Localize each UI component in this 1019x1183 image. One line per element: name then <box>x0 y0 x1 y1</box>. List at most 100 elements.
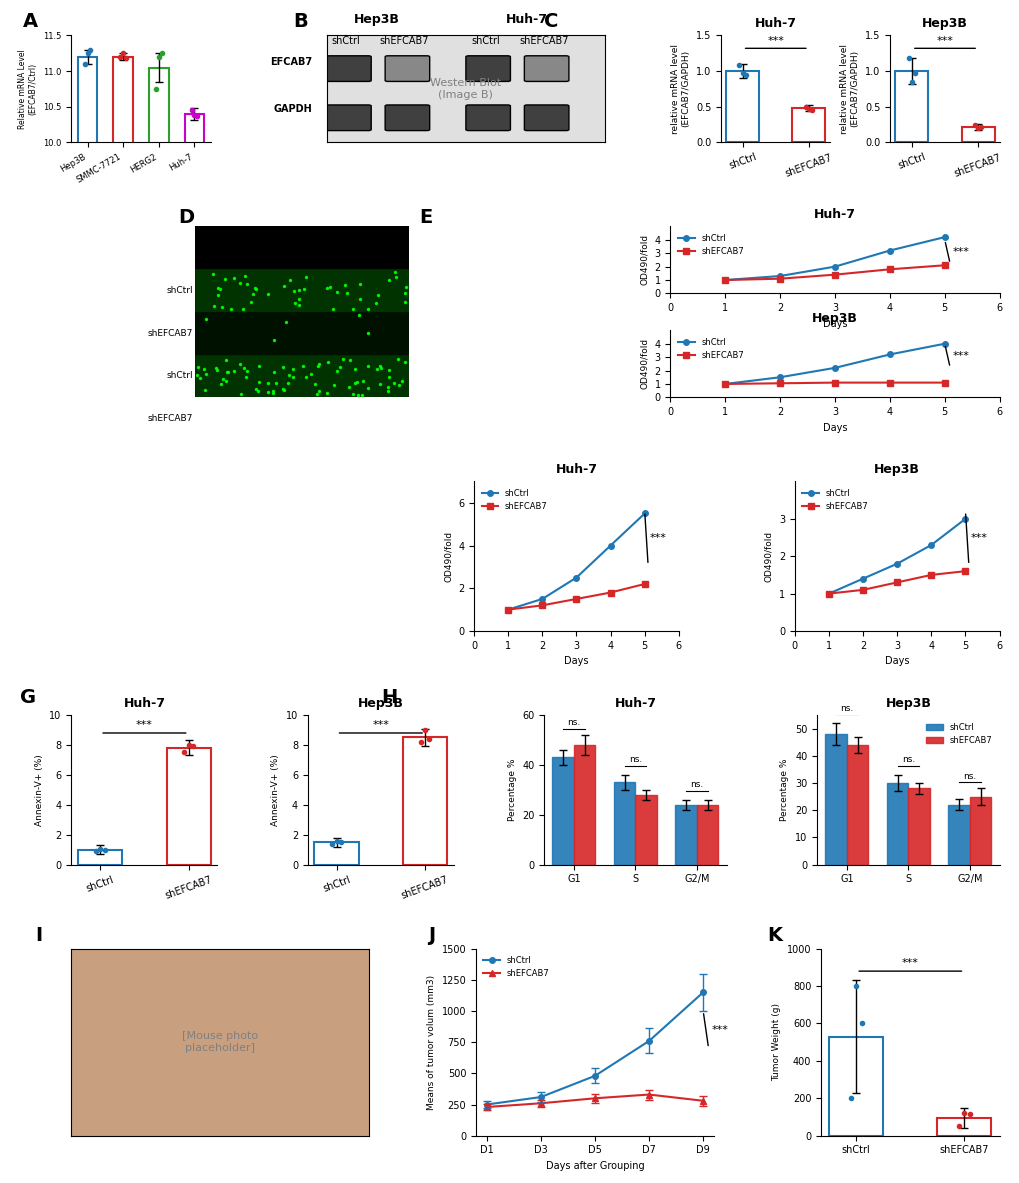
Bar <box>366 312 409 355</box>
Bar <box>824 735 846 865</box>
Point <box>193 369 209 388</box>
Point <box>246 422 262 441</box>
Point <box>298 368 314 387</box>
Bar <box>961 127 994 142</box>
Point <box>198 364 214 383</box>
Text: shEFCAB7: shEFCAB7 <box>519 35 568 46</box>
Title: Huh-7: Huh-7 <box>613 697 656 710</box>
shEFCAB7 <box>856 583 868 597</box>
Text: ***: *** <box>935 37 953 46</box>
shCtrl <box>924 538 936 552</box>
Bar <box>948 804 969 865</box>
shEFCAB7 <box>924 568 936 582</box>
Point <box>396 284 413 303</box>
Point <box>369 285 385 304</box>
Text: shEFCAB7: shEFCAB7 <box>148 329 193 337</box>
Title: Huh-7: Huh-7 <box>813 208 855 221</box>
Y-axis label: Annexin-V+ (%): Annexin-V+ (%) <box>271 754 280 826</box>
Point <box>245 284 261 303</box>
Point <box>354 386 370 405</box>
Point <box>208 358 224 377</box>
Text: ns.: ns. <box>567 718 580 728</box>
Point <box>286 293 303 312</box>
Point <box>191 419 207 438</box>
Legend: shCtrl, shEFCAB7: shCtrl, shEFCAB7 <box>674 231 747 259</box>
Point <box>248 380 264 399</box>
Point <box>215 369 231 388</box>
Point <box>268 374 284 393</box>
Bar <box>166 748 211 865</box>
Bar <box>696 804 717 865</box>
Point <box>201 420 217 439</box>
shEFCAB7 <box>937 258 950 272</box>
Point <box>285 415 302 434</box>
Point <box>351 396 367 415</box>
Text: ns.: ns. <box>901 756 914 764</box>
Text: Day2: Day2 <box>246 228 272 238</box>
FancyBboxPatch shape <box>466 56 510 82</box>
Bar <box>280 312 323 355</box>
Bar <box>280 269 323 312</box>
FancyBboxPatch shape <box>385 105 429 130</box>
shCtrl <box>501 602 514 616</box>
Point <box>260 382 276 401</box>
Text: ***: *** <box>952 247 969 257</box>
Point <box>290 295 307 313</box>
Legend: shCtrl, shEFCAB7: shCtrl, shEFCAB7 <box>674 335 747 363</box>
X-axis label: Days: Days <box>884 657 909 666</box>
Point <box>328 362 344 381</box>
Point <box>344 384 361 403</box>
Text: Day1: Day1 <box>203 228 229 238</box>
Point <box>396 353 413 371</box>
Point <box>237 367 254 386</box>
Legend: shCtrl, shEFCAB7: shCtrl, shEFCAB7 <box>798 485 871 515</box>
Point <box>247 279 263 298</box>
Point <box>346 374 363 393</box>
Point <box>218 371 234 390</box>
FancyBboxPatch shape <box>524 105 569 130</box>
Bar <box>886 783 908 865</box>
Point <box>240 393 257 412</box>
Text: D: D <box>177 208 194 227</box>
Point <box>235 299 252 318</box>
Text: B: B <box>292 12 308 31</box>
shCtrl <box>604 538 616 552</box>
shEFCAB7 <box>604 586 616 600</box>
shCtrl <box>937 230 950 244</box>
Point <box>341 350 358 369</box>
Bar <box>195 355 237 397</box>
Point <box>351 305 367 324</box>
Point <box>193 427 209 446</box>
shCtrl <box>534 1090 546 1104</box>
Point <box>280 366 297 384</box>
Point <box>248 279 264 298</box>
Point <box>372 420 388 439</box>
Text: shCtrl: shCtrl <box>166 286 193 295</box>
Point <box>328 283 344 302</box>
Title: Hep3B: Hep3B <box>873 463 919 476</box>
FancyBboxPatch shape <box>326 56 371 82</box>
Bar <box>314 842 359 865</box>
Y-axis label: relative mRNA level
(EFCAB7/GAPDH): relative mRNA level (EFCAB7/GAPDH) <box>840 44 859 134</box>
Bar <box>895 71 927 142</box>
shCtrl <box>570 570 582 584</box>
Point <box>331 357 347 376</box>
Point <box>390 376 407 395</box>
Point <box>303 364 319 383</box>
Bar <box>184 114 204 855</box>
Point <box>205 265 221 284</box>
shCtrl <box>718 377 731 392</box>
Y-axis label: Annexin-V+ (%): Annexin-V+ (%) <box>35 754 44 826</box>
Point <box>274 357 290 376</box>
Point <box>324 400 340 419</box>
Y-axis label: relative mRNA level
(EFCAB7/GAPDH): relative mRNA level (EFCAB7/GAPDH) <box>671 44 690 134</box>
X-axis label: Days: Days <box>564 657 588 666</box>
Point <box>326 376 342 395</box>
shEFCAB7 <box>882 263 895 277</box>
Bar <box>280 355 323 397</box>
Point <box>300 427 316 446</box>
Bar <box>613 782 635 865</box>
Point <box>210 278 226 297</box>
Line: shEFCAB7: shEFCAB7 <box>825 568 967 596</box>
Title: Hep3B: Hep3B <box>811 312 857 325</box>
